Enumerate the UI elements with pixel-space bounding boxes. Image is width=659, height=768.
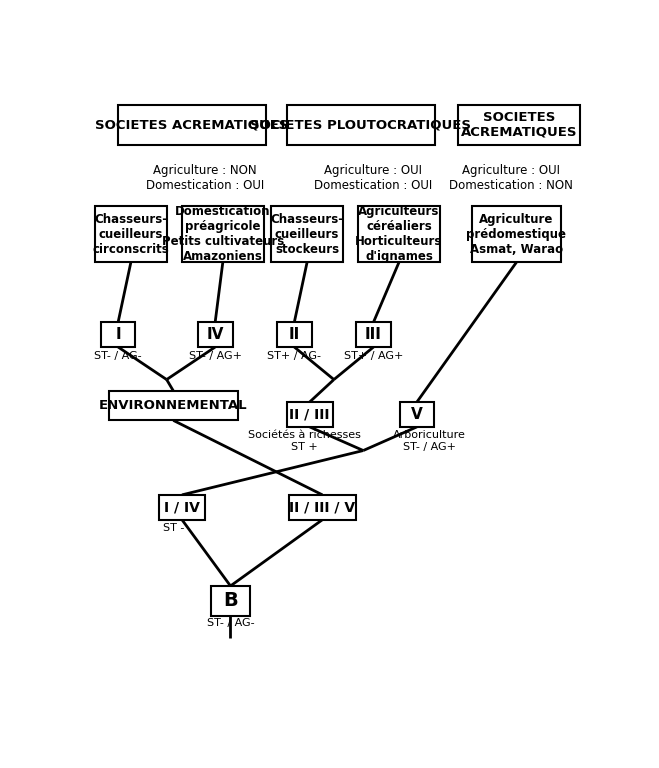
Text: II / III: II / III (289, 408, 330, 422)
Text: V: V (411, 407, 423, 422)
Text: Agriculture
prédomestique
Asmat, Warao: Agriculture prédomestique Asmat, Warao (467, 213, 567, 256)
FancyBboxPatch shape (272, 206, 343, 262)
FancyBboxPatch shape (101, 323, 136, 347)
FancyBboxPatch shape (356, 323, 391, 347)
FancyBboxPatch shape (198, 323, 233, 347)
FancyBboxPatch shape (159, 495, 205, 520)
Text: ST+ / AG+: ST+ / AG+ (344, 350, 403, 361)
Text: II / III / V: II / III / V (289, 500, 355, 515)
FancyBboxPatch shape (458, 104, 581, 145)
Text: SOCIETES ACREMATIQUES: SOCIETES ACREMATIQUES (96, 118, 289, 131)
Text: ENVIRONNEMENTAL: ENVIRONNEMENTAL (99, 399, 248, 412)
Text: I: I (115, 327, 121, 342)
Text: III: III (365, 327, 382, 342)
Text: II: II (289, 327, 300, 342)
Text: Arboriculture
ST- / AG+: Arboriculture ST- / AG+ (393, 430, 466, 452)
Text: Agriculteurs
céréaliers
Horticulteurs
d'ignames: Agriculteurs céréaliers Horticulteurs d'… (355, 205, 443, 263)
Text: IV: IV (206, 327, 224, 342)
FancyBboxPatch shape (118, 104, 266, 145)
Text: Agriculture : OUI
Domestication : NON: Agriculture : OUI Domestication : NON (449, 164, 573, 192)
FancyBboxPatch shape (358, 206, 440, 262)
FancyBboxPatch shape (399, 402, 434, 427)
Text: Agriculture : OUI
Domestication : OUI: Agriculture : OUI Domestication : OUI (314, 164, 432, 192)
FancyBboxPatch shape (212, 586, 250, 615)
Text: ST -: ST - (163, 523, 184, 533)
FancyBboxPatch shape (287, 104, 435, 145)
Text: ST- / AG-: ST- / AG- (207, 618, 254, 628)
FancyBboxPatch shape (277, 323, 312, 347)
Text: B: B (223, 591, 238, 611)
Text: SOCIETES PLOUTOCRATIQUES: SOCIETES PLOUTOCRATIQUES (250, 118, 471, 131)
Text: ST+ / AG-: ST+ / AG- (268, 350, 322, 361)
Text: Domestication
préagricole
Petits cultivateurs
Amazoniens: Domestication préagricole Petits cultiva… (161, 205, 284, 263)
FancyBboxPatch shape (95, 206, 167, 262)
Text: Chasseurs-
cueilleurs
stockeurs: Chasseurs- cueilleurs stockeurs (271, 213, 343, 256)
Text: Sociétés à richesses
ST +: Sociétés à richesses ST + (248, 430, 361, 452)
Text: Chasseurs-
cueilleurs
circonscrits: Chasseurs- cueilleurs circonscrits (92, 213, 169, 256)
FancyBboxPatch shape (109, 391, 238, 420)
FancyBboxPatch shape (287, 402, 333, 427)
FancyBboxPatch shape (472, 206, 561, 262)
Text: Agriculture : NON
Domestication : OUI: Agriculture : NON Domestication : OUI (146, 164, 264, 192)
FancyBboxPatch shape (289, 495, 356, 520)
FancyBboxPatch shape (182, 206, 264, 262)
Text: I / IV: I / IV (164, 500, 200, 515)
Text: ST- / AG-: ST- / AG- (94, 350, 142, 361)
Text: SOCIETES
ACREMATIQUES: SOCIETES ACREMATIQUES (461, 111, 577, 139)
Text: ST- / AG+: ST- / AG+ (188, 350, 242, 361)
